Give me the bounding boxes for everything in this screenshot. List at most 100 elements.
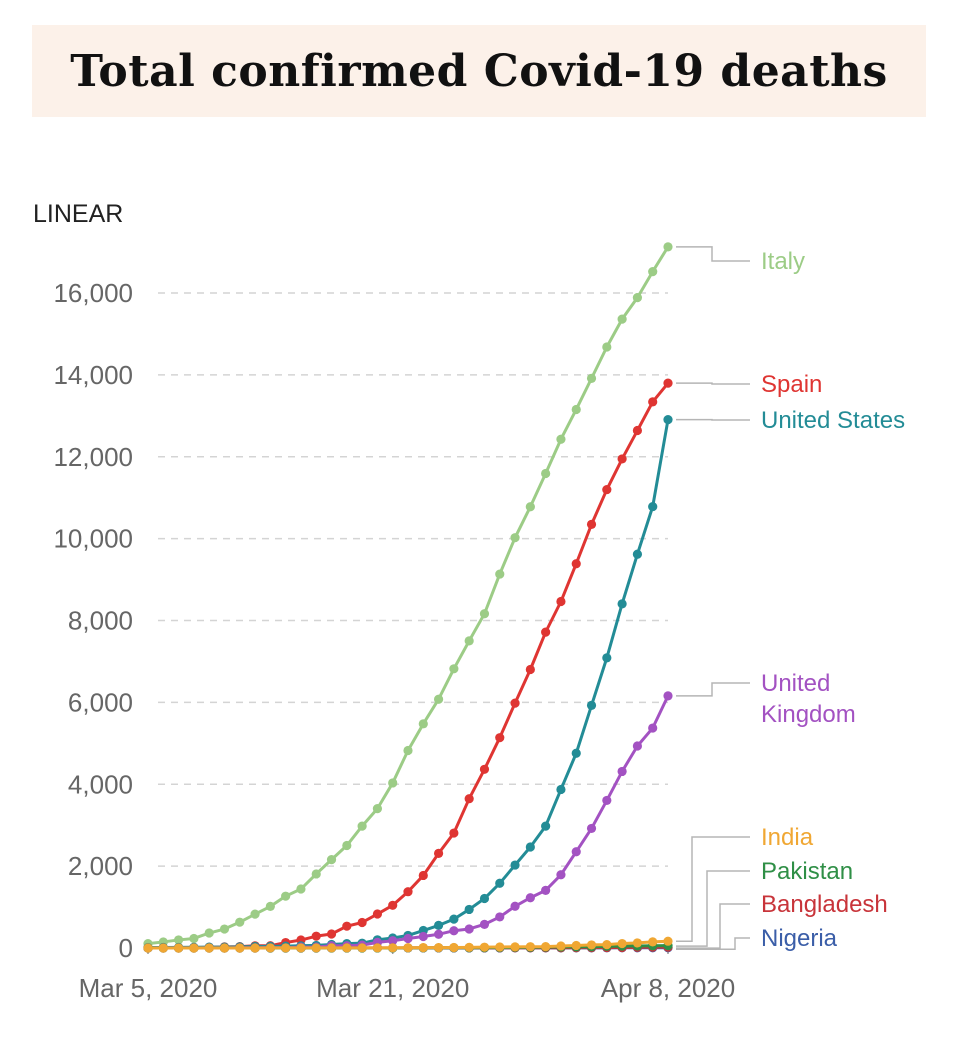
data-point-italy <box>648 266 658 277</box>
label-connector-india <box>676 836 750 942</box>
y-tick-label: 0 <box>119 933 133 963</box>
data-point-united-kingdom <box>418 931 428 942</box>
data-point-india <box>235 943 245 953</box>
data-point-italy <box>418 719 428 729</box>
y-tick-label: 8,000 <box>68 606 133 636</box>
x-tick-label: Mar 21, 2020 <box>316 973 469 1003</box>
label-connector-spain <box>676 382 750 385</box>
data-point-italy <box>281 891 291 901</box>
data-point-spain <box>449 828 459 838</box>
data-point-italy <box>311 869 321 879</box>
data-point-italy <box>510 533 520 543</box>
series-line-italy <box>147 246 670 946</box>
data-point-spain <box>510 698 520 708</box>
y-tick-label: 12,000 <box>53 442 133 472</box>
series-label-united-kingdom: Kingdom <box>761 701 856 728</box>
data-point-italy <box>173 935 184 945</box>
data-point-united-kingdom <box>617 766 627 777</box>
data-point-italy <box>265 901 275 912</box>
data-point-spain <box>648 397 658 407</box>
data-point-italy <box>449 664 459 674</box>
data-point-spain <box>495 733 505 743</box>
data-point-india <box>586 940 597 950</box>
data-point-italy <box>617 314 627 324</box>
y-tick-label: 2,000 <box>68 851 133 881</box>
data-point-united-states <box>617 599 627 609</box>
data-point-india <box>189 943 199 953</box>
data-point-italy <box>525 502 535 512</box>
data-point-united-states <box>602 653 612 663</box>
data-point-united-kingdom <box>586 823 597 834</box>
data-point-india <box>326 943 337 953</box>
data-point-united-states <box>648 501 658 512</box>
data-point-india <box>556 941 566 951</box>
data-point-india <box>372 943 383 953</box>
data-point-italy <box>296 884 306 894</box>
data-point-united-kingdom <box>556 870 566 880</box>
data-point-spain <box>602 484 612 495</box>
data-point-italy <box>571 404 581 415</box>
data-point-india <box>525 942 535 952</box>
data-point-united-states <box>632 549 643 559</box>
data-point-italy <box>541 468 551 479</box>
data-point-united-states <box>510 860 520 870</box>
data-point-india <box>281 943 291 953</box>
data-point-spain <box>403 887 413 897</box>
data-point-italy <box>250 909 260 919</box>
data-point-spain <box>418 870 428 881</box>
data-point-india <box>449 942 459 953</box>
data-point-italy <box>204 928 214 938</box>
chart-title: Total confirmed Covid-19 deaths <box>70 45 888 97</box>
scale-label: LINEAR <box>33 200 124 228</box>
data-point-spain <box>617 454 627 464</box>
label-connector-united-kingdom <box>676 682 750 697</box>
data-point-united-kingdom <box>479 919 490 929</box>
data-point-united-kingdom <box>464 924 474 934</box>
data-point-spain <box>663 378 673 388</box>
data-point-india <box>602 940 612 950</box>
data-point-india <box>571 940 581 951</box>
data-point-india <box>648 937 658 947</box>
series-label-united-kingdom: United <box>761 670 830 697</box>
series-label-nigeria: Nigeria <box>761 925 838 952</box>
series-label-pakistan: Pakistan <box>761 858 853 885</box>
data-point-united-kingdom <box>433 929 444 939</box>
y-tick-label: 4,000 <box>68 769 133 799</box>
data-point-spain <box>556 596 566 607</box>
series-label-united-states: United States <box>761 407 905 434</box>
data-point-italy <box>632 293 643 303</box>
data-point-india <box>433 942 444 953</box>
data-point-india <box>311 943 321 953</box>
data-point-india <box>219 943 230 953</box>
series-label-bangladesh: Bangladesh <box>761 891 888 918</box>
data-point-india <box>173 943 184 953</box>
series-line-united-kingdom <box>147 695 670 950</box>
data-point-united-states <box>479 893 490 904</box>
data-point-italy <box>219 924 230 934</box>
data-point-spain <box>525 664 535 675</box>
y-tick-label: 6,000 <box>68 687 133 717</box>
data-point-spain <box>632 425 643 436</box>
data-point-india <box>510 942 520 952</box>
data-point-spain <box>326 929 337 939</box>
data-point-italy <box>189 933 199 944</box>
data-point-italy <box>357 821 367 831</box>
data-point-united-states <box>586 700 597 711</box>
data-point-united-states <box>449 914 459 924</box>
data-point-india <box>204 943 214 953</box>
data-point-spain <box>372 909 383 919</box>
data-point-spain <box>479 764 490 774</box>
data-point-italy <box>556 434 566 444</box>
data-point-italy <box>372 804 383 814</box>
data-point-italy <box>388 778 398 788</box>
data-point-united-kingdom <box>449 926 459 936</box>
data-point-italy <box>326 855 337 865</box>
x-tick-label: Apr 8, 2020 <box>601 973 735 1003</box>
label-connector-bangladesh <box>676 903 750 949</box>
data-point-united-states <box>663 415 673 425</box>
data-point-india <box>357 943 367 953</box>
data-point-italy <box>403 745 413 756</box>
data-point-united-states <box>541 821 551 831</box>
data-point-united-states <box>525 842 535 852</box>
